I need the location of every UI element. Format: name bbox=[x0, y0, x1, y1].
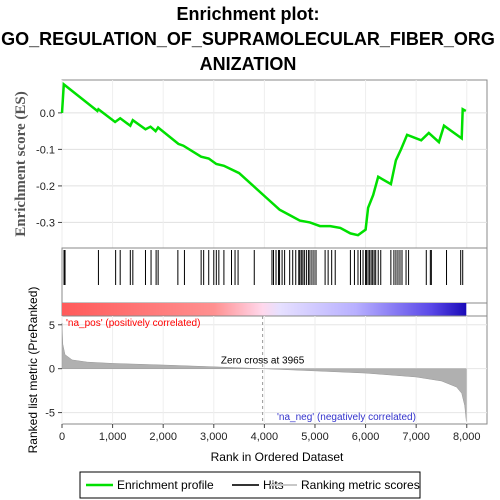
ranking-color-bar bbox=[62, 303, 466, 316]
chart-title-line-1: Enrichment plot: bbox=[177, 4, 320, 24]
metric-tick-label: 5 bbox=[49, 320, 55, 332]
metric-y-axis-label: Ranked list metric (PreRanked) bbox=[26, 287, 40, 454]
es-tick-label: -0.2 bbox=[36, 181, 55, 193]
es-y-axis-label: Enrichment score (ES) bbox=[13, 91, 29, 237]
x-tick-label: 4,000 bbox=[251, 431, 279, 443]
chart-title-line-2: GO_REGULATION_OF_SUPRAMOLECULAR_FIBER_OR… bbox=[1, 29, 495, 49]
metric-y-axis-ticks: 5 0 -5 bbox=[45, 320, 62, 420]
chart-title-line-3: ANIZATION bbox=[200, 54, 297, 74]
es-tick-label: -0.3 bbox=[36, 217, 55, 229]
x-tick-label: 1,000 bbox=[99, 431, 127, 443]
negative-correlation-label: 'na_neg' (negatively correlated) bbox=[277, 412, 416, 423]
es-tick-label: 0.0 bbox=[40, 108, 55, 120]
x-axis-ticks: 0 1,000 2,000 3,000 4,000 5,000 6,000 7,000 8,00… bbox=[59, 424, 481, 443]
x-axis-label: Rank in Ordered Dataset bbox=[211, 450, 344, 464]
x-tick-label: 2,000 bbox=[149, 431, 177, 443]
es-tick-label: -0.1 bbox=[36, 144, 55, 156]
x-tick-label: 7,000 bbox=[402, 431, 430, 443]
x-tick-label: 0 bbox=[59, 431, 65, 443]
legend-label-metric: Ranking metric scores bbox=[301, 478, 420, 492]
x-tick-label: 3,000 bbox=[200, 431, 228, 443]
hits-panel bbox=[62, 248, 487, 303]
legend-label-enrichment: Enrichment profile bbox=[117, 478, 214, 492]
metric-tick-label: 0 bbox=[49, 364, 55, 376]
metric-tick-label: -5 bbox=[45, 408, 55, 420]
x-tick-label: 6,000 bbox=[352, 431, 380, 443]
positive-correlation-label: 'na_pos' (positively correlated) bbox=[66, 318, 200, 329]
x-tick-label: 5,000 bbox=[301, 431, 329, 443]
x-tick-label: 8,000 bbox=[453, 431, 481, 443]
zero-cross-label: Zero cross at 3965 bbox=[221, 356, 305, 367]
es-y-axis-ticks: 0.0 -0.1 -0.2 -0.3 bbox=[36, 108, 62, 230]
